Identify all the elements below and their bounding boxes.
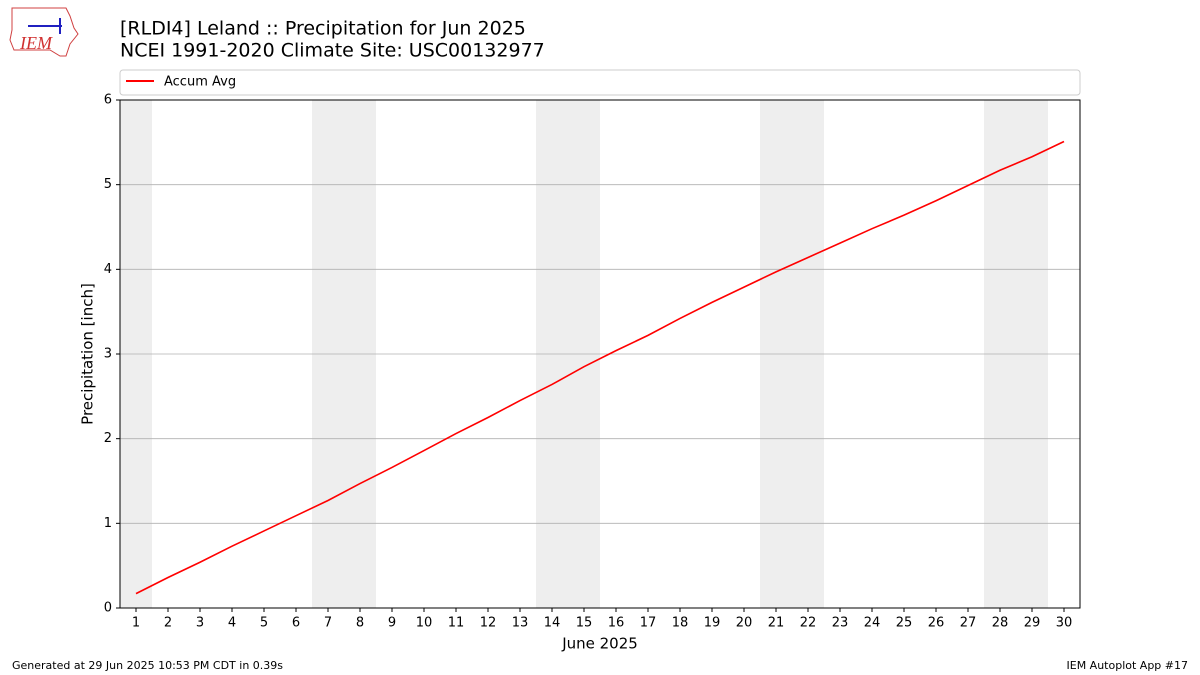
y-tick-label: 1 xyxy=(104,516,112,531)
x-tick-label: 24 xyxy=(864,616,881,631)
x-tick-label: 5 xyxy=(260,616,268,631)
y-axis-label: Precipitation [inch] xyxy=(79,283,97,425)
x-tick-label: 14 xyxy=(544,616,561,631)
x-tick-label: 3 xyxy=(196,616,204,631)
x-tick-label: 11 xyxy=(448,616,465,631)
x-tick-label: 29 xyxy=(1024,616,1041,631)
x-tick-label: 17 xyxy=(640,616,657,631)
x-tick-label: 12 xyxy=(480,616,497,631)
x-tick-label: 13 xyxy=(512,616,529,631)
x-tick-label: 26 xyxy=(928,616,945,631)
logo: IEM xyxy=(9,7,79,57)
x-tick-label: 22 xyxy=(800,616,817,631)
plot-frame xyxy=(119,99,1081,609)
x-tick-label: 15 xyxy=(576,616,593,631)
x-tick-label: 30 xyxy=(1056,616,1073,631)
x-tick-label: 20 xyxy=(736,616,753,631)
x-tick-label: 19 xyxy=(704,616,721,631)
y-tick-label: 3 xyxy=(104,347,112,362)
legend-box xyxy=(119,69,1081,96)
x-tick-label: 27 xyxy=(960,616,977,631)
x-tick-label: 7 xyxy=(324,616,332,631)
x-tick-label: 25 xyxy=(896,616,913,631)
x-tick-label: 6 xyxy=(292,616,300,631)
chart-title: [RLDI4] Leland :: Precipitation for Jun … xyxy=(120,18,526,40)
x-tick-label: 16 xyxy=(608,616,625,631)
x-tick-label: 4 xyxy=(228,616,236,631)
x-tick-label: 10 xyxy=(416,616,433,631)
x-tick-label: 8 xyxy=(356,616,364,631)
x-tick-label: 23 xyxy=(832,616,849,631)
y-tick-label: 0 xyxy=(104,601,112,616)
series-line xyxy=(135,140,1065,595)
y-tick-label: 2 xyxy=(104,431,112,446)
y-tick-label: 6 xyxy=(104,93,112,108)
x-axis-label: June 2025 xyxy=(561,635,638,653)
x-tick-label: 9 xyxy=(388,616,396,631)
chart-subtitle: NCEI 1991-2020 Climate Site: USC00132977 xyxy=(120,40,545,62)
x-tick-label: 1 xyxy=(132,616,140,631)
logo-text: IEM xyxy=(19,33,53,53)
x-tick-label: 28 xyxy=(992,616,1009,631)
footer-left: Generated at 29 Jun 2025 10:53 PM CDT in… xyxy=(12,659,283,672)
y-tick-label: 4 xyxy=(104,262,112,277)
legend-label: Accum Avg xyxy=(164,75,236,90)
y-tick-label: 5 xyxy=(104,177,112,192)
x-tick-label: 2 xyxy=(164,616,172,631)
x-tick-label: 18 xyxy=(672,616,689,631)
x-tick-label: 21 xyxy=(768,616,785,631)
footer-right: IEM Autoplot App #17 xyxy=(1067,659,1189,672)
